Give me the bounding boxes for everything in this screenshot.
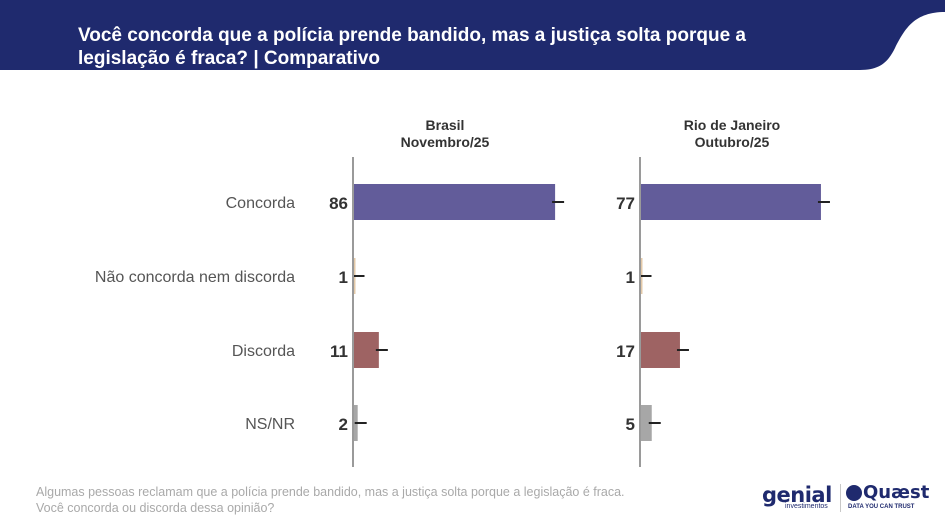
category-label: Discorda xyxy=(232,343,295,360)
panel-subtitle: Novembro/25 xyxy=(401,134,490,150)
value-label: 77 xyxy=(616,194,635,213)
quaest-logo-icon xyxy=(846,485,862,501)
value-label: 86 xyxy=(329,194,348,213)
chart-title: Você concorda que a polícia prende bandi… xyxy=(78,25,746,69)
quaest-logo-subtitle: DATA YOU CAN TRUST xyxy=(848,504,915,510)
logos: genial investimentos Quæst DATA YOU CAN … xyxy=(762,482,929,516)
category-label: Não concorda nem discorda xyxy=(95,269,295,286)
header-banner xyxy=(0,0,945,70)
panel-title: Rio de Janeiro xyxy=(684,117,780,133)
genial-logo-subtitle: investimentos xyxy=(785,503,828,510)
panel-subtitle: Outubro/25 xyxy=(695,134,770,150)
category-label: Concorda xyxy=(226,195,295,212)
bar xyxy=(353,184,556,220)
panel-title: Brasil xyxy=(426,117,465,133)
value-label: 17 xyxy=(616,342,635,361)
quaest-logo: Quæst xyxy=(863,482,930,503)
value-label: 2 xyxy=(339,415,348,434)
value-label: 1 xyxy=(626,268,635,287)
footnote: Algumas pessoas reclamam que a polícia p… xyxy=(36,484,736,516)
logo-divider xyxy=(840,484,841,512)
genial-logo: genial xyxy=(762,483,832,507)
footnote-line-2: Você concorda ou discorda dessa opinião? xyxy=(36,501,275,515)
category-label: NS/NR xyxy=(245,416,295,433)
bar xyxy=(640,184,821,220)
value-label: 1 xyxy=(339,268,348,287)
bar xyxy=(353,332,379,368)
value-label: 11 xyxy=(330,342,348,361)
footnote-line-1: Algumas pessoas reclamam que a polícia p… xyxy=(36,485,625,499)
value-label: 5 xyxy=(626,415,635,434)
bar xyxy=(640,405,652,441)
bar xyxy=(640,332,680,368)
